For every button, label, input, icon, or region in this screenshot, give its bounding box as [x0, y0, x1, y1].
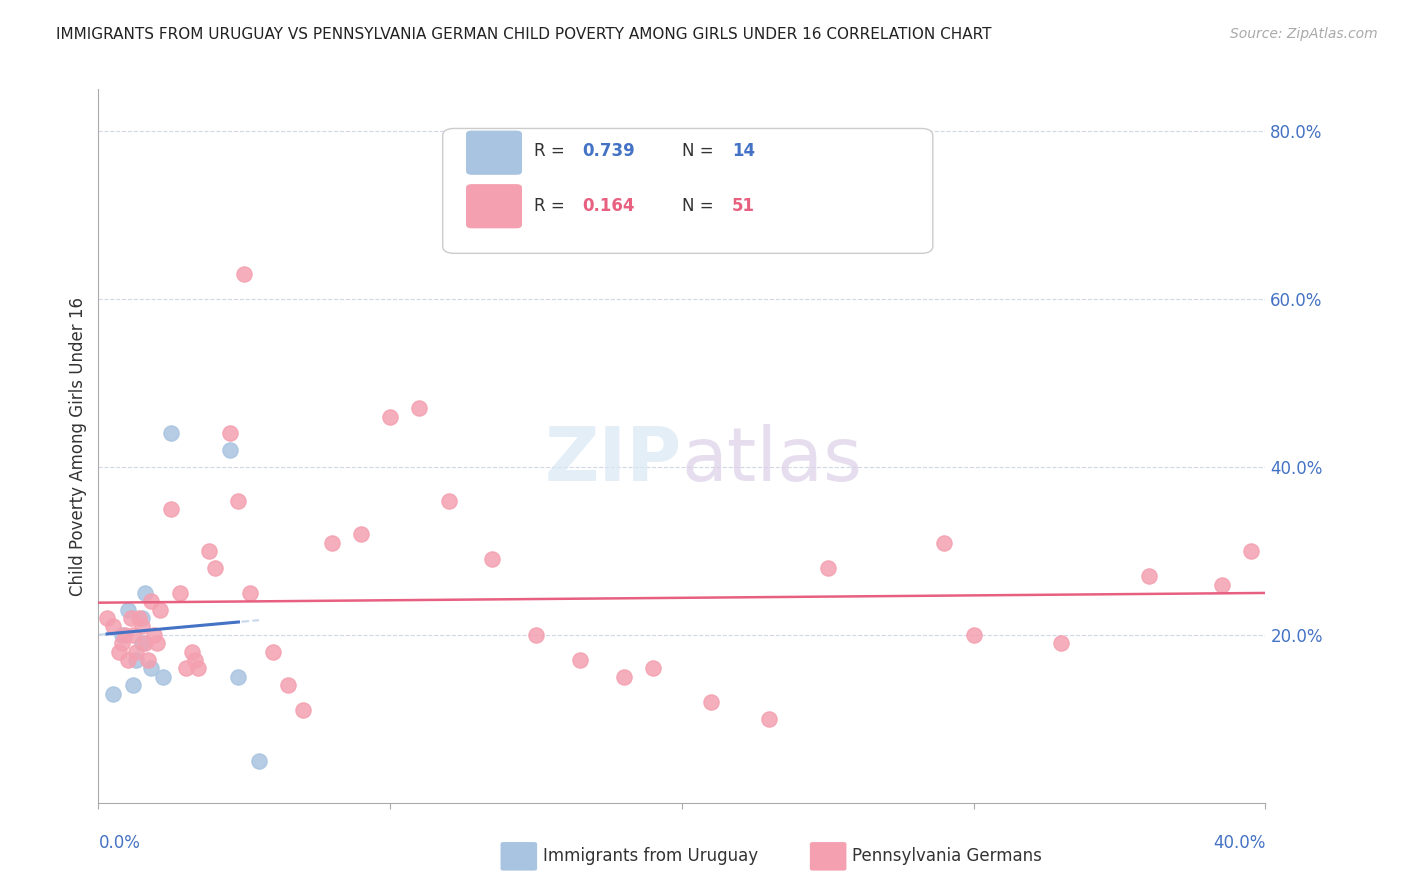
- FancyBboxPatch shape: [465, 184, 522, 228]
- Point: [122, 678, 145, 692]
- Text: atlas: atlas: [682, 424, 863, 497]
- Text: 14: 14: [733, 143, 755, 161]
- Text: N =: N =: [682, 196, 718, 214]
- Text: 0.0%: 0.0%: [98, 834, 141, 852]
- Text: IMMIGRANTS FROM URUGUAY VS PENNSYLVANIA GERMAN CHILD POVERTY AMONG GIRLS UNDER 1: IMMIGRANTS FROM URUGUAY VS PENNSYLVANIA …: [56, 27, 991, 42]
- Point: [481, 552, 503, 566]
- Point: [262, 645, 284, 659]
- Point: [1137, 569, 1160, 583]
- Point: [111, 636, 134, 650]
- FancyBboxPatch shape: [443, 128, 932, 253]
- Point: [125, 645, 148, 659]
- Y-axis label: Child Poverty Among Girls Under 16: Child Poverty Among Girls Under 16: [69, 296, 87, 596]
- Point: [117, 653, 139, 667]
- Text: Pennsylvania Germans: Pennsylvania Germans: [852, 847, 1042, 865]
- Point: [568, 653, 591, 667]
- Text: R =: R =: [534, 143, 569, 161]
- Point: [131, 619, 153, 633]
- Point: [817, 560, 839, 574]
- Point: [641, 661, 664, 675]
- Text: 51: 51: [733, 196, 755, 214]
- FancyBboxPatch shape: [501, 842, 537, 871]
- Text: R =: R =: [534, 196, 569, 214]
- Point: [174, 661, 197, 675]
- Point: [136, 653, 159, 667]
- Point: [120, 611, 142, 625]
- Point: [146, 636, 169, 650]
- Text: ZIP: ZIP: [544, 424, 682, 497]
- Point: [108, 645, 131, 659]
- Point: [758, 712, 780, 726]
- Point: [291, 703, 314, 717]
- Point: [962, 628, 984, 642]
- Point: [612, 670, 634, 684]
- Point: [408, 401, 430, 416]
- Point: [233, 267, 256, 281]
- Point: [160, 502, 183, 516]
- Text: 0.164: 0.164: [582, 196, 636, 214]
- Point: [1211, 577, 1233, 591]
- Point: [218, 426, 240, 441]
- Point: [277, 678, 299, 692]
- Point: [96, 611, 118, 625]
- Text: 40.0%: 40.0%: [1213, 834, 1265, 852]
- Point: [152, 670, 174, 684]
- Point: [101, 687, 124, 701]
- Point: [321, 535, 343, 549]
- Point: [111, 628, 134, 642]
- Point: [524, 628, 547, 642]
- Point: [239, 586, 262, 600]
- FancyBboxPatch shape: [465, 130, 522, 175]
- Point: [700, 695, 723, 709]
- Point: [128, 611, 150, 625]
- Point: [139, 661, 162, 675]
- Point: [1240, 544, 1263, 558]
- Point: [122, 628, 145, 642]
- Point: [134, 586, 156, 600]
- Point: [350, 527, 373, 541]
- Point: [160, 426, 183, 441]
- Point: [1050, 636, 1073, 650]
- FancyBboxPatch shape: [810, 842, 846, 871]
- Text: Source: ZipAtlas.com: Source: ZipAtlas.com: [1230, 27, 1378, 41]
- Point: [934, 535, 956, 549]
- Point: [169, 586, 191, 600]
- Point: [247, 754, 270, 768]
- Point: [228, 670, 250, 684]
- Text: N =: N =: [682, 143, 718, 161]
- Text: 0.739: 0.739: [582, 143, 636, 161]
- Point: [142, 628, 165, 642]
- Point: [187, 661, 209, 675]
- Point: [183, 653, 205, 667]
- Point: [131, 611, 153, 625]
- Text: Immigrants from Uruguay: Immigrants from Uruguay: [543, 847, 758, 865]
- Point: [134, 636, 156, 650]
- Point: [437, 493, 460, 508]
- Point: [218, 443, 240, 458]
- Point: [378, 409, 402, 424]
- Point: [139, 594, 162, 608]
- Point: [180, 645, 202, 659]
- Point: [117, 603, 139, 617]
- Point: [149, 603, 172, 617]
- Point: [101, 619, 124, 633]
- Point: [228, 493, 250, 508]
- Point: [204, 560, 226, 574]
- Point: [125, 653, 148, 667]
- Point: [114, 628, 136, 642]
- Point: [131, 636, 153, 650]
- Point: [198, 544, 221, 558]
